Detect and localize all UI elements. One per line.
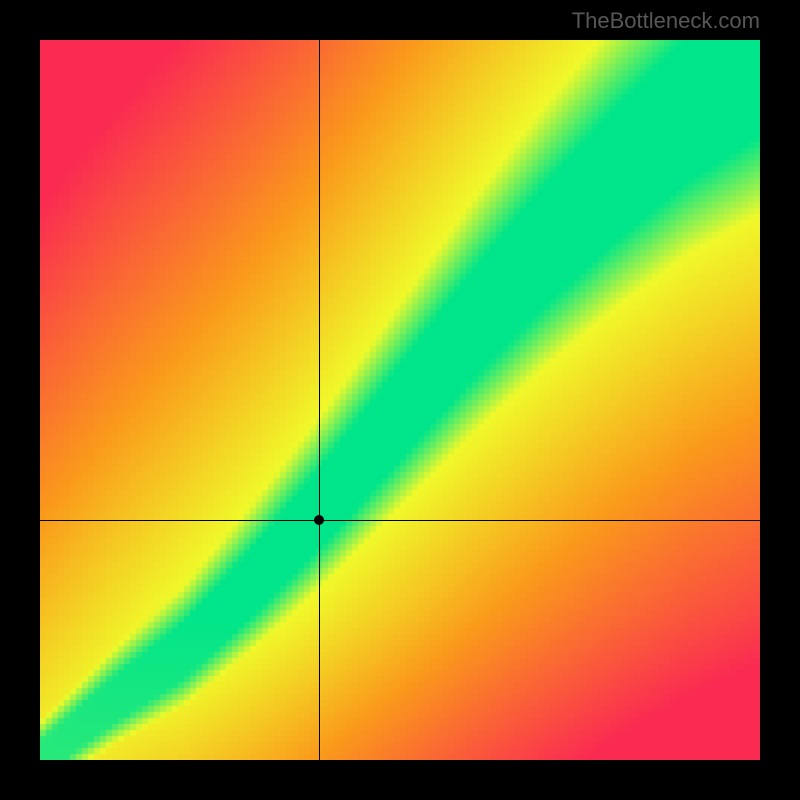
heatmap-canvas <box>40 40 760 760</box>
operating-point-marker <box>314 515 324 525</box>
bottleneck-heatmap <box>40 40 760 760</box>
crosshair-vertical <box>319 40 320 760</box>
figure-container: TheBottleneck.com <box>0 0 800 800</box>
crosshair-horizontal <box>40 520 760 521</box>
attribution-text: TheBottleneck.com <box>572 8 760 34</box>
